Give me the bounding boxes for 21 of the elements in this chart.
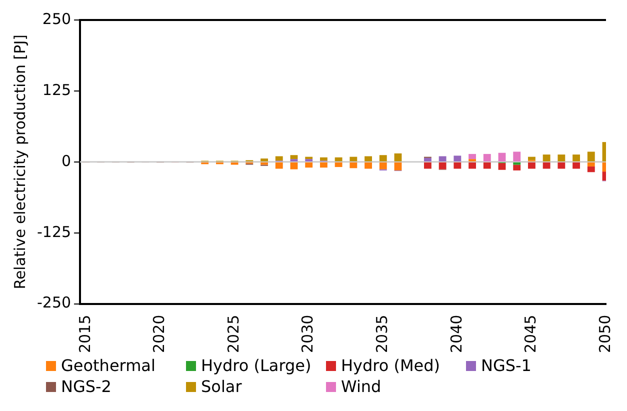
x-tick-label: 2040 (447, 314, 466, 354)
x-tick-label: 2045 (522, 314, 540, 354)
x-tick-label: 2050 (596, 314, 614, 354)
legend-label: NGS-2 (61, 377, 112, 396)
legend-label: Wind (341, 377, 382, 396)
x-tick-label: 2025 (224, 314, 242, 354)
legend-label: Hydro (Med) (341, 356, 440, 375)
x-tick-label: 2020 (150, 314, 168, 354)
legend-label: Solar (201, 377, 242, 396)
y-tick-label: -250 (36, 294, 72, 312)
y-tick-label: 125 (42, 80, 72, 99)
y-axis-title: Relative electricity production [PJ] (10, 34, 29, 290)
y-tick-label: -125 (36, 222, 72, 241)
x-tick-label: 2030 (298, 314, 317, 354)
legend-label: Hydro (Large) (201, 356, 312, 375)
y-tick-label: 250 (42, 10, 72, 28)
legend-label: Geothermal (61, 356, 156, 375)
x-tick-label: 2015 (76, 314, 94, 354)
y-tick-label: 0 (61, 152, 72, 170)
legend-label: NGS-1 (481, 356, 532, 375)
x-tick-label: 2035 (373, 314, 392, 354)
